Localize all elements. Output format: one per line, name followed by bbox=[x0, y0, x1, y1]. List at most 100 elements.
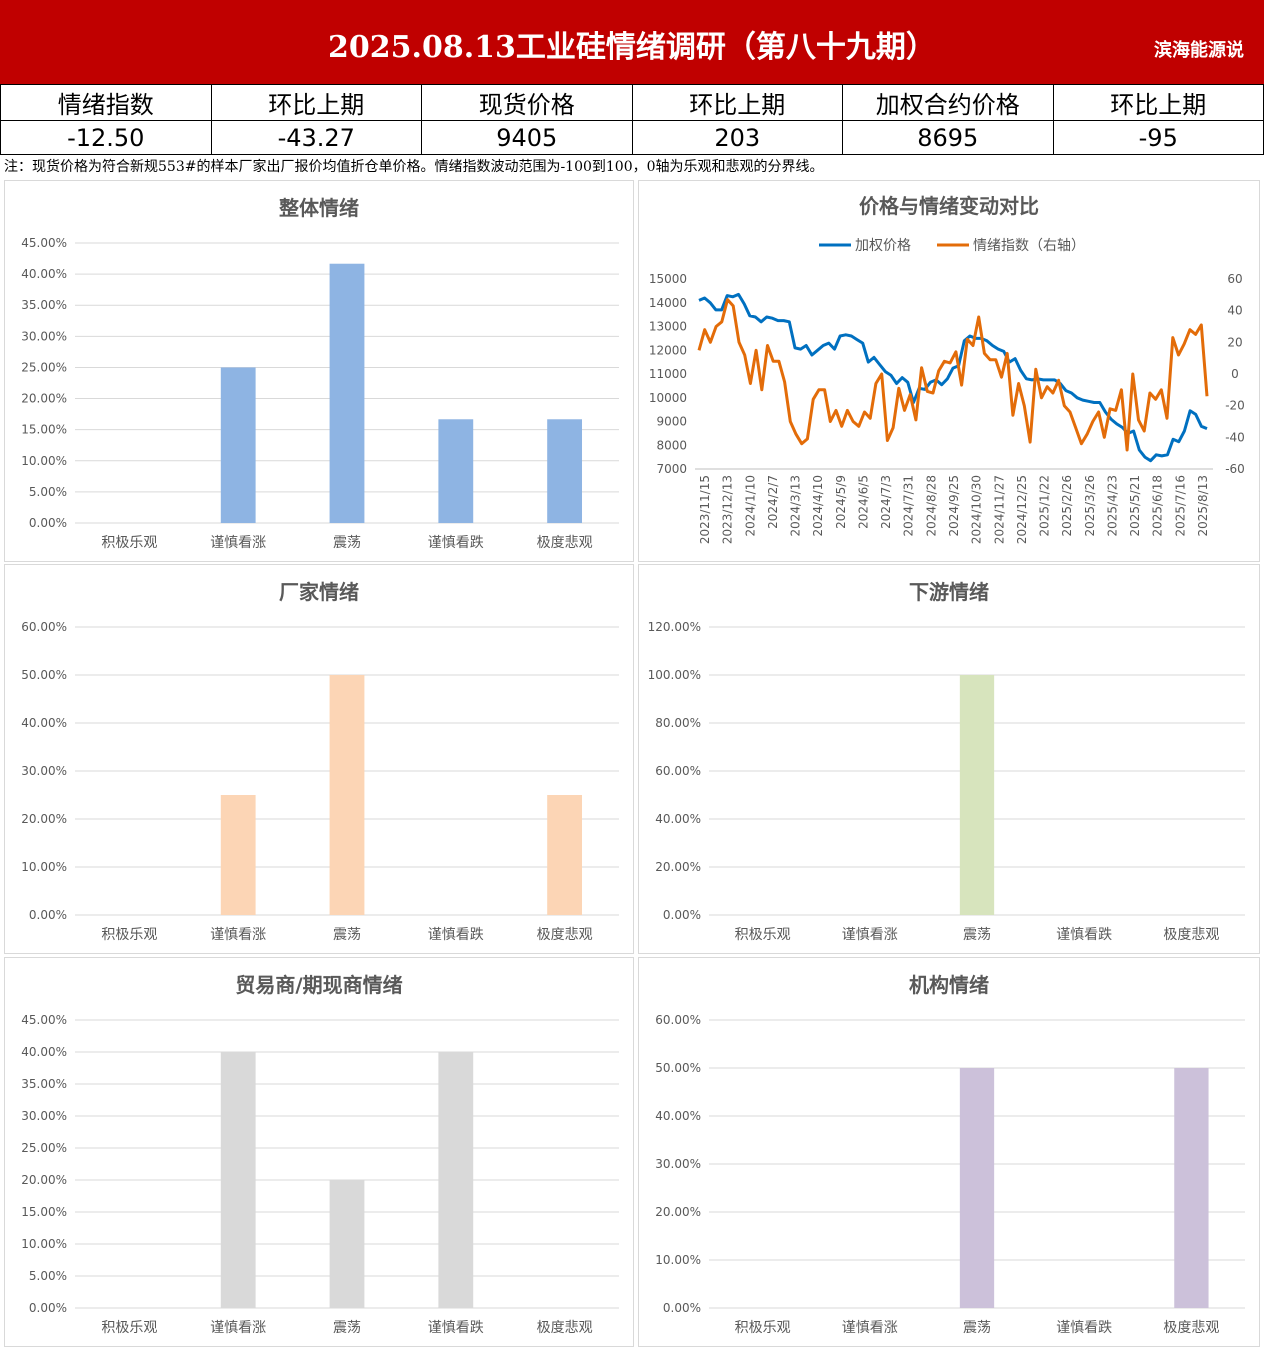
y-tick-label: 45.00% bbox=[21, 236, 67, 250]
summary-value-cell: 8695 bbox=[842, 120, 1054, 155]
y-tick-label: 5.00% bbox=[29, 485, 67, 499]
y-tick-label: 25.00% bbox=[21, 1141, 67, 1155]
y-right-tick-label: -60 bbox=[1225, 462, 1245, 476]
bar bbox=[329, 1180, 365, 1308]
bar bbox=[959, 1068, 995, 1308]
category-label: 震荡 bbox=[963, 927, 991, 943]
category-label: 谨慎看涨 bbox=[210, 927, 266, 943]
y-tick-label: 40.00% bbox=[655, 1109, 701, 1123]
producer-sentiment-chart: 厂家情绪 0.00% 10.00% 20.00% 30.00% 40.00% 50.00% 6… bbox=[4, 564, 634, 954]
x-tick-label: 2023/12/13 bbox=[721, 475, 735, 544]
y-tick-label: 40.00% bbox=[21, 1045, 67, 1059]
x-tick-label: 2024/9/25 bbox=[947, 475, 961, 537]
overall-sentiment-chart: 整体情绪 0.00% 5.00% 10.00% 15.00% 20.00% 25.00% 30… bbox=[4, 180, 634, 562]
y-tick-label: 15.00% bbox=[21, 423, 67, 437]
summary-value-cell: -12.50 bbox=[0, 120, 212, 155]
y-tick-label: 20.00% bbox=[655, 1205, 701, 1219]
x-tick-label: 2023/11/15 bbox=[698, 475, 712, 544]
x-tick-label: 2024/11/27 bbox=[992, 475, 1006, 544]
x-tick-label: 2024/6/5 bbox=[856, 475, 870, 529]
summary-header-cell: 环比上期 bbox=[631, 84, 843, 121]
bar bbox=[329, 263, 365, 523]
bar-chart-svg: 整体情绪 0.00% 5.00% 10.00% 15.00% 20.00% 25.00% 30… bbox=[21, 196, 619, 551]
summary-table: 情绪指数 环比上期 现货价格 环比上期 加权合约价格 环比上期 -12.50 -… bbox=[0, 84, 1264, 155]
y-left-tick-label: 8000 bbox=[656, 438, 687, 452]
x-tick-label: 2025/4/23 bbox=[1105, 475, 1119, 537]
bar bbox=[220, 1052, 256, 1308]
category-label: 谨慎看涨 bbox=[210, 1320, 266, 1336]
y-tick-label: 10.00% bbox=[21, 1237, 67, 1251]
x-tick-label: 2025/8/13 bbox=[1196, 475, 1210, 537]
series-line bbox=[697, 298, 1209, 452]
x-tick-label: 2025/3/26 bbox=[1083, 475, 1097, 537]
y-left-tick-label: 11000 bbox=[649, 367, 687, 381]
y-left-tick-label: 12000 bbox=[649, 343, 687, 357]
summary-header-cell: 环比上期 bbox=[1052, 84, 1264, 121]
y-right-tick-label: 0 bbox=[1231, 367, 1239, 381]
y-tick-label: 5.00% bbox=[29, 1269, 67, 1283]
x-tick-label: 2024/12/25 bbox=[1015, 475, 1029, 544]
category-label: 震荡 bbox=[963, 1320, 991, 1336]
downstream-sentiment-chart: 下游情绪 0.00% 20.00% 40.00% 60.00% 80.00% 100.00%… bbox=[638, 564, 1260, 954]
y-tick-label: 40.00% bbox=[655, 812, 701, 826]
y-tick-label: 35.00% bbox=[21, 298, 67, 312]
summary-header-cell: 现货价格 bbox=[421, 84, 633, 121]
y-left-tick-label: 14000 bbox=[649, 296, 687, 310]
summary-value-row: -12.50 -43.27 9405 203 8695 -95 bbox=[0, 120, 1264, 155]
category-label: 积极乐观 bbox=[735, 1320, 791, 1336]
chart-title: 厂家情绪 bbox=[279, 580, 359, 604]
x-tick-label: 2024/4/10 bbox=[811, 475, 825, 537]
y-right-tick-label: 20 bbox=[1227, 335, 1242, 349]
y-tick-label: 60.00% bbox=[21, 620, 67, 634]
y-right-tick-label: 60 bbox=[1227, 272, 1242, 286]
category-label: 谨慎看涨 bbox=[842, 927, 898, 943]
summary-header-row: 情绪指数 环比上期 现货价格 环比上期 加权合约价格 环比上期 bbox=[0, 84, 1264, 121]
y-tick-label: 0.00% bbox=[29, 908, 67, 922]
chart-title: 整体情绪 bbox=[278, 196, 359, 220]
y-tick-label: 20.00% bbox=[655, 860, 701, 874]
bar bbox=[1174, 1068, 1209, 1308]
category-label: 谨慎看跌 bbox=[1056, 927, 1112, 943]
y-right-tick-label: -20 bbox=[1225, 399, 1245, 413]
y-left-tick-label: 7000 bbox=[656, 462, 687, 476]
category-label: 积极乐观 bbox=[735, 927, 791, 943]
y-left-tick-label: 15000 bbox=[649, 272, 687, 286]
report-header: 2025.08.13工业硅情绪调研（第八十九期） 滨海能源说 bbox=[0, 0, 1264, 84]
y-tick-label: 10.00% bbox=[21, 454, 67, 468]
bar bbox=[438, 1052, 474, 1308]
y-tick-label: 10.00% bbox=[21, 860, 67, 874]
bar bbox=[329, 675, 365, 915]
y-tick-label: 10.00% bbox=[655, 1253, 701, 1267]
category-label: 极度悲观 bbox=[537, 534, 593, 551]
chart-title: 机构情绪 bbox=[909, 973, 989, 997]
x-tick-label: 2024/1/10 bbox=[743, 475, 757, 537]
y-tick-label: 30.00% bbox=[21, 764, 67, 778]
y-left-tick-label: 10000 bbox=[649, 391, 687, 405]
y-left-tick-label: 13000 bbox=[649, 320, 687, 334]
x-tick-label: 2024/10/30 bbox=[970, 475, 984, 544]
chart-title: 下游情绪 bbox=[909, 580, 989, 604]
y-tick-label: 60.00% bbox=[655, 1013, 701, 1027]
chart-title: 价格与情绪变动对比 bbox=[859, 194, 1039, 218]
x-tick-label: 2025/2/26 bbox=[1060, 475, 1074, 537]
legend-label: 情绪指数（右轴） bbox=[973, 238, 1085, 254]
y-tick-label: 120.00% bbox=[648, 620, 701, 634]
summary-header-cell: 情绪指数 bbox=[0, 84, 212, 121]
y-tick-label: 15.00% bbox=[21, 1205, 67, 1219]
summary-value-cell: 203 bbox=[631, 120, 843, 155]
category-label: 谨慎看跌 bbox=[428, 1320, 484, 1336]
y-tick-label: 35.00% bbox=[21, 1077, 67, 1091]
y-tick-label: 60.00% bbox=[655, 764, 701, 778]
price-sentiment-chart: 价格与情绪变动对比 加权价格 情绪指数（右轴） 7000 8000 9000 10000 11… bbox=[638, 180, 1260, 562]
y-right-tick-label: -40 bbox=[1225, 430, 1245, 444]
bar-chart-svg: 厂家情绪 0.00% 10.00% 20.00% 30.00% 40.00% 50.00% 6… bbox=[21, 580, 619, 943]
legend-label: 加权价格 bbox=[855, 238, 911, 254]
y-tick-label: 30.00% bbox=[21, 329, 67, 343]
category-label: 极度悲观 bbox=[1163, 1319, 1219, 1336]
x-tick-label: 2025/1/22 bbox=[1038, 475, 1052, 537]
bar bbox=[959, 675, 995, 915]
y-tick-label: 0.00% bbox=[29, 1301, 67, 1315]
x-tick-label: 2024/3/13 bbox=[789, 475, 803, 537]
y-tick-label: 50.00% bbox=[655, 1061, 701, 1075]
